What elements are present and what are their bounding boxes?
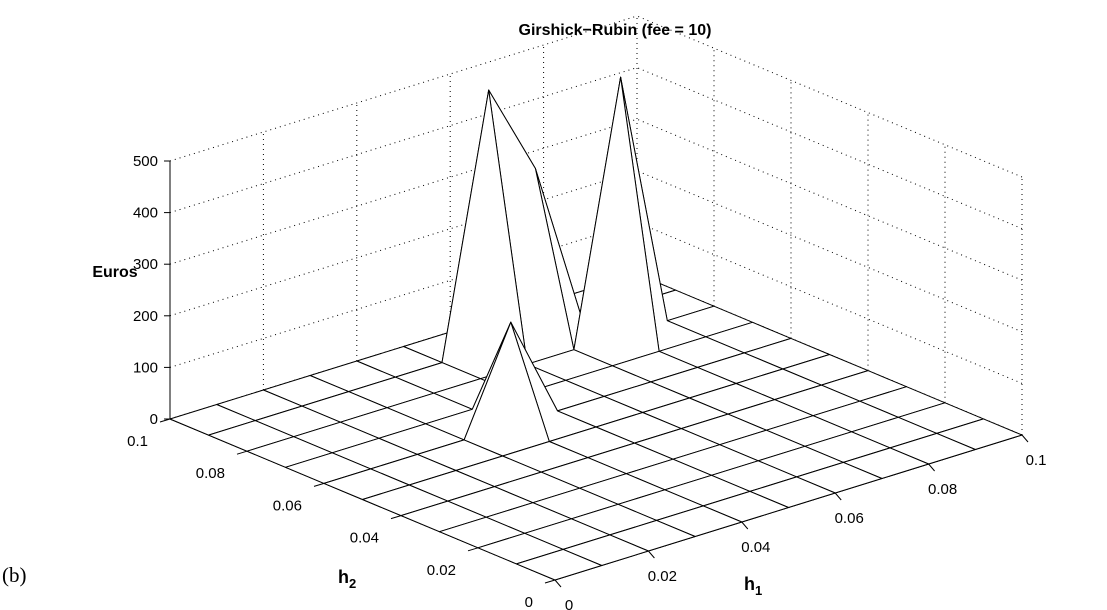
y-tick-label: 0.06 [273,497,302,514]
y-axis-label-main: h [338,567,349,587]
x-tick-label: 0.02 [648,568,677,585]
x-tick-label: 0.06 [835,510,864,527]
y-tick-label: 0.1 [127,433,148,450]
surface-mesh [169,76,1023,581]
x-tick [741,521,749,530]
y-axis-label: h2 [338,567,356,591]
x-tick-label: 0.1 [1026,452,1047,469]
gridline-z-back [169,67,638,214]
x-tick [648,550,655,559]
surface-cell [516,548,603,581]
y-tick-label: 0.04 [350,530,379,547]
x-tick [554,579,562,588]
y-tick [236,450,248,455]
x-axis-label-main: h [744,574,755,594]
z-tick-label: 100 [133,359,158,376]
x-tick-label: 0 [565,597,573,610]
y-tick [390,515,402,520]
gridline-z-right [636,118,1023,281]
y-tick [467,547,479,552]
y-tick [313,482,325,487]
x-tick [928,463,935,472]
y-tick-label: 0.08 [196,465,225,482]
x-axis-label: h1 [744,574,762,598]
gridline-z-right [636,67,1023,230]
tick-labels: 00.020.040.060.080.100.020.040.060.080.1… [127,153,1046,610]
panel-label: (b) [2,563,27,587]
chart-title: Girshick−Rubin (fee = 10) [519,22,712,39]
z-tick-label: 0 [150,411,158,428]
gridline-z-back [169,118,638,265]
z-axis-label: Euros [92,264,137,281]
y-axis-label-sub: 2 [349,576,356,591]
z-tick-label: 300 [133,256,158,273]
x-tick-label: 0.08 [928,481,957,498]
y-tick [544,579,556,584]
z-tick-label: 200 [133,308,158,325]
x-tick [834,492,842,501]
y-tick-label: 0 [525,594,533,610]
x-tick [1021,434,1029,443]
z-tick-label: 500 [133,153,158,170]
y-tick-label: 0.02 [427,562,456,579]
gridline-z-right [636,15,1023,178]
x-tick-label: 0.04 [741,539,770,556]
z-tick-label: 400 [133,205,158,222]
x-axis-label-sub: 1 [755,583,762,598]
